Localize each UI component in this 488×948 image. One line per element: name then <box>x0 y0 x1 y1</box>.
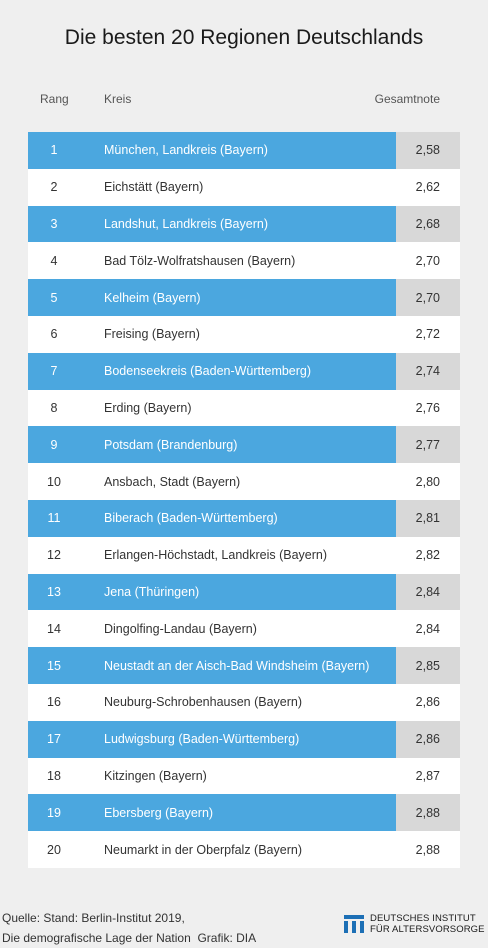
gesamtnote-cell: 2,58 <box>396 132 460 169</box>
table-row: 12 Erlangen-Höchstadt, Landkreis (Bayern)… <box>28 536 460 574</box>
gesamtnote-cell: 2,80 <box>415 474 440 489</box>
dia-logo-icon <box>344 915 364 933</box>
rank-cell: 16 <box>47 695 61 710</box>
kreis-cell: Dingolfing-Landau (Bayern) <box>104 621 257 636</box>
table-row: 15 Neustadt an der Aisch-Bad Windsheim (B… <box>28 647 460 684</box>
rank-cell: 15 <box>47 658 61 673</box>
gesamtnote-cell: 2,68 <box>396 205 460 243</box>
gesamtnote-cell: 2,74 <box>396 352 460 390</box>
logo-line-2: FÜR ALTERSVORSORGE <box>370 924 485 935</box>
rank-cell: 4 <box>50 253 58 268</box>
gesamtnote-cell: 2,84 <box>415 621 440 636</box>
gesamtnote-cell: 2,72 <box>415 327 440 342</box>
table-row: 11 Biberach (Baden-Württemberg) 2,81 <box>28 499 460 537</box>
rank-cell: 19 <box>47 805 61 820</box>
rank-cell: 9 <box>50 437 58 452</box>
gesamtnote-cell: 2,86 <box>415 695 440 710</box>
kreis-cell: Eichstätt (Bayern) <box>104 180 204 195</box>
ranking-table: 1 München, Landkreis (Bayern) 2,58 2 Eichstä… <box>28 132 460 868</box>
rank-cell: 12 <box>47 548 61 563</box>
table-row: 7 Bodenseekreis (Baden-Württemberg) 2,74 <box>28 352 460 390</box>
kreis-cell: Biberach (Baden-Württemberg) <box>104 511 278 526</box>
kreis-cell: Neuburg-Schrobenhausen (Bayern) <box>104 695 303 710</box>
kreis-cell: München, Landkreis (Bayern) <box>104 143 268 158</box>
gesamtnote-cell: 2,77 <box>396 426 460 464</box>
gesamtnote-cell: 2,62 <box>415 180 440 195</box>
kreis-cell: Ludwigsburg (Baden-Württemberg) <box>104 732 300 747</box>
gesamtnote-cell: 2,88 <box>396 794 460 832</box>
gesamtnote-cell: 2,70 <box>396 279 460 316</box>
source-line-1: Quelle: Stand: Berlin-Institut 2019, <box>2 911 185 925</box>
source-note: Quelle: Stand: Berlin-Institut 2019, Die… <box>2 908 256 948</box>
kreis-cell: Ebersberg (Bayern) <box>104 805 214 820</box>
gesamtnote-cell: 2,76 <box>415 400 440 415</box>
gesamtnote-cell: 2,85 <box>396 647 460 684</box>
kreis-cell: Jena (Thüringen) <box>104 584 200 599</box>
table-row: 20 Neumarkt in der Oberpfalz (Bayern) 2,88 <box>28 831 460 868</box>
kreis-cell: Erlangen-Höchstadt, Landkreis (Bayern) <box>104 548 328 563</box>
gesamtnote-cell: 2,70 <box>415 253 440 268</box>
gesamtnote-cell: 2,86 <box>396 720 460 758</box>
rank-cell: 6 <box>50 327 58 342</box>
table-row: 19 Ebersberg (Bayern) 2,88 <box>28 794 460 832</box>
table-row: 4 Bad Tölz-Wolfratshausen (Bayern) 2,70 <box>28 242 460 280</box>
rank-cell: 14 <box>47 621 61 636</box>
table-row: 18 Kitzingen (Bayern) 2,87 <box>28 757 460 795</box>
kreis-cell: Kelheim (Bayern) <box>104 290 201 305</box>
table-row: 3 Landshut, Landkreis (Bayern) 2,68 <box>28 205 460 243</box>
kreis-cell: Freising (Bayern) <box>104 327 200 342</box>
rank-cell: 18 <box>47 768 61 783</box>
table-row: 6 Freising (Bayern) 2,72 <box>28 315 460 353</box>
rank-cell: 20 <box>47 842 61 857</box>
rank-cell: 10 <box>47 474 61 489</box>
dia-logo: DEUTSCHES INSTITUT FÜR ALTERSVORSORGE <box>344 913 485 935</box>
kreis-cell: Potsdam (Brandenburg) <box>104 437 238 452</box>
table-row: 9 Potsdam (Brandenburg) 2,77 <box>28 426 460 464</box>
table-row: 14 Dingolfing-Landau (Bayern) 2,84 <box>28 610 460 648</box>
rank-cell: 11 <box>47 511 61 526</box>
rank-cell: 13 <box>47 584 61 599</box>
table-row: 5 Kelheim (Bayern) 2,70 <box>28 279 460 316</box>
rank-cell: 1 <box>50 143 58 158</box>
table-row: 16 Neuburg-Schrobenhausen (Bayern) 2,86 <box>28 683 460 721</box>
header-gesamtnote: Gesamtnote <box>374 92 440 106</box>
kreis-cell: Bad Tölz-Wolfratshausen (Bayern) <box>104 253 296 268</box>
dia-logo-text: DEUTSCHES INSTITUT FÜR ALTERSVORSORGE <box>370 913 485 935</box>
gesamtnote-cell: 2,84 <box>396 573 460 611</box>
rank-cell: 17 <box>47 732 61 747</box>
table-row: 1 München, Landkreis (Bayern) 2,58 <box>28 132 460 169</box>
table-row: 13 Jena (Thüringen) 2,84 <box>28 573 460 611</box>
rank-cell: 5 <box>50 290 58 305</box>
header-rank: Rang <box>40 92 69 106</box>
logo-line-1: DEUTSCHES INSTITUT <box>370 913 476 924</box>
gesamtnote-cell: 2,88 <box>415 842 440 857</box>
rank-cell: 7 <box>50 364 58 379</box>
table-row: 8 Erding (Bayern) 2,76 <box>28 389 460 427</box>
kreis-cell: Kitzingen (Bayern) <box>104 768 207 783</box>
gesamtnote-cell: 2,87 <box>415 768 440 783</box>
table-row: 17 Ludwigsburg (Baden-Württemberg) 2,86 <box>28 720 460 758</box>
header-kreis: Kreis <box>104 92 132 106</box>
rank-cell: 2 <box>50 180 58 195</box>
page-title: Die besten 20 Regionen Deutschlands <box>64 26 424 49</box>
source-line-2: Die demografische Lage der Nation Grafik… <box>2 931 257 945</box>
rank-cell: 8 <box>50 400 58 415</box>
kreis-cell: Landshut, Landkreis (Bayern) <box>104 216 268 231</box>
table-row: 2 Eichstätt (Bayern) 2,62 <box>28 168 460 206</box>
kreis-cell: Bodenseekreis (Baden-Württemberg) <box>104 364 312 379</box>
table-row: 10 Ansbach, Stadt (Bayern) 2,80 <box>28 463 460 500</box>
kreis-cell: Ansbach, Stadt (Bayern) <box>104 474 241 489</box>
gesamtnote-cell: 2,82 <box>415 548 440 563</box>
kreis-cell: Erding (Bayern) <box>104 400 192 415</box>
kreis-cell: Neumarkt in der Oberpfalz (Bayern) <box>104 842 302 857</box>
kreis-cell: Neustadt an der Aisch-Bad Windsheim (Bay… <box>104 658 370 673</box>
gesamtnote-cell: 2,81 <box>396 499 460 537</box>
rank-cell: 3 <box>50 216 58 231</box>
